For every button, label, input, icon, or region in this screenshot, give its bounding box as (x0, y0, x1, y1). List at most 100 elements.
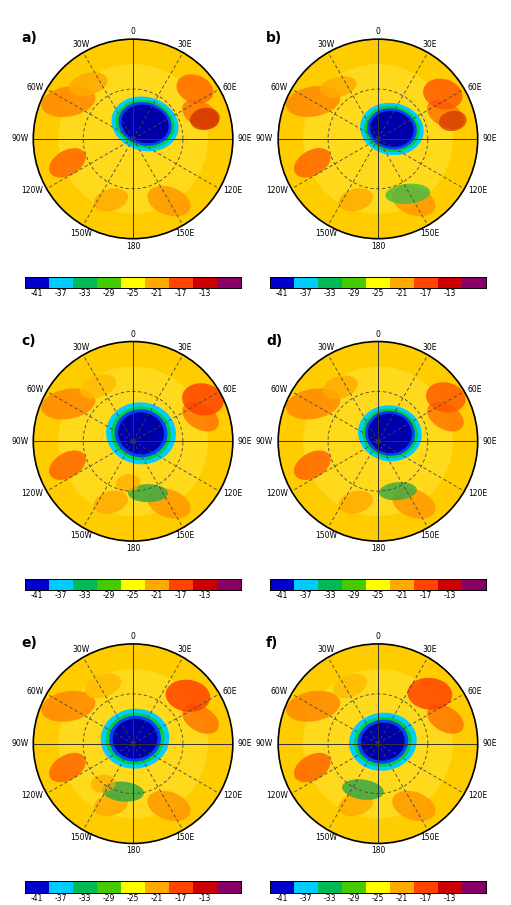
Ellipse shape (119, 102, 172, 146)
Text: 0: 0 (131, 632, 135, 641)
Text: -17: -17 (420, 894, 432, 903)
Text: -25: -25 (371, 591, 384, 600)
Ellipse shape (349, 712, 417, 771)
Text: 30E: 30E (178, 645, 192, 654)
Text: -21: -21 (151, 591, 163, 600)
Text: 90W: 90W (256, 437, 273, 446)
Text: 60W: 60W (26, 385, 43, 394)
Text: 150E: 150E (175, 834, 195, 843)
Text: -41: -41 (275, 289, 288, 298)
Ellipse shape (427, 402, 464, 432)
Ellipse shape (58, 669, 208, 818)
Text: 60W: 60W (271, 687, 288, 696)
Text: -41: -41 (31, 591, 43, 600)
Text: b): b) (266, 31, 283, 45)
Ellipse shape (41, 86, 96, 117)
Text: 120W: 120W (266, 489, 288, 498)
Ellipse shape (426, 382, 466, 413)
Ellipse shape (423, 79, 462, 110)
Ellipse shape (106, 403, 176, 464)
Text: -37: -37 (299, 289, 312, 298)
Text: 30W: 30W (317, 40, 335, 49)
Text: c): c) (21, 334, 36, 348)
Ellipse shape (41, 388, 96, 419)
Text: -37: -37 (299, 591, 312, 600)
Ellipse shape (286, 691, 340, 722)
Text: 120E: 120E (468, 186, 487, 195)
Text: 30W: 30W (317, 342, 335, 351)
Ellipse shape (354, 717, 412, 767)
Text: 60E: 60E (223, 687, 237, 696)
Ellipse shape (106, 713, 165, 765)
Text: 150W: 150W (70, 531, 92, 540)
Ellipse shape (368, 414, 412, 453)
Text: d): d) (266, 334, 283, 348)
Text: 30E: 30E (178, 342, 192, 351)
Ellipse shape (182, 100, 219, 129)
Text: 90W: 90W (11, 739, 28, 748)
Text: 120W: 120W (21, 791, 43, 800)
Ellipse shape (333, 673, 367, 698)
Text: 180: 180 (126, 544, 140, 553)
Text: -29: -29 (103, 894, 115, 903)
Text: -25: -25 (371, 289, 384, 298)
Ellipse shape (407, 678, 452, 710)
Text: -41: -41 (31, 894, 43, 903)
Ellipse shape (360, 103, 424, 155)
Text: 150W: 150W (70, 834, 92, 843)
Ellipse shape (176, 74, 214, 104)
Text: 90E: 90E (483, 135, 497, 143)
Ellipse shape (367, 109, 417, 149)
Text: 120E: 120E (468, 489, 487, 498)
Text: 60W: 60W (271, 82, 288, 91)
Text: -13: -13 (199, 289, 212, 298)
Text: -21: -21 (396, 894, 408, 903)
Text: -33: -33 (79, 289, 91, 298)
Ellipse shape (358, 405, 422, 462)
Ellipse shape (111, 406, 171, 461)
Ellipse shape (392, 186, 435, 216)
Ellipse shape (85, 673, 121, 698)
Text: -25: -25 (127, 894, 140, 903)
Text: 60E: 60E (223, 82, 237, 91)
Ellipse shape (147, 186, 191, 216)
Ellipse shape (49, 753, 86, 782)
Text: -17: -17 (175, 591, 188, 600)
Ellipse shape (294, 753, 331, 782)
Ellipse shape (385, 184, 430, 204)
Ellipse shape (190, 108, 220, 130)
Ellipse shape (322, 376, 357, 399)
Text: -21: -21 (396, 289, 408, 298)
Text: 150E: 150E (175, 229, 195, 238)
Text: -37: -37 (299, 894, 312, 903)
Ellipse shape (102, 782, 144, 802)
Text: -37: -37 (55, 289, 67, 298)
Text: -29: -29 (347, 591, 360, 600)
Text: 180: 180 (126, 846, 140, 855)
Ellipse shape (342, 779, 384, 800)
Ellipse shape (182, 383, 224, 415)
Text: -21: -21 (396, 591, 408, 600)
Text: 120W: 120W (21, 186, 43, 195)
Ellipse shape (427, 100, 464, 129)
Text: 150W: 150W (315, 834, 337, 843)
Text: -17: -17 (175, 894, 188, 903)
Ellipse shape (294, 451, 331, 480)
Ellipse shape (358, 719, 408, 764)
Text: -13: -13 (199, 894, 212, 903)
Text: 150E: 150E (420, 531, 439, 540)
Ellipse shape (286, 86, 340, 117)
Ellipse shape (128, 484, 168, 502)
Circle shape (278, 39, 478, 239)
Text: 90W: 90W (11, 437, 28, 446)
Text: 60E: 60E (223, 385, 237, 394)
Text: 150W: 150W (70, 229, 92, 238)
Text: -29: -29 (103, 591, 115, 600)
Text: 120E: 120E (223, 489, 242, 498)
Ellipse shape (392, 489, 435, 519)
Ellipse shape (339, 188, 373, 212)
Text: -29: -29 (103, 289, 115, 298)
Text: 0: 0 (131, 329, 135, 338)
Text: 30W: 30W (73, 342, 90, 351)
Ellipse shape (109, 716, 161, 762)
